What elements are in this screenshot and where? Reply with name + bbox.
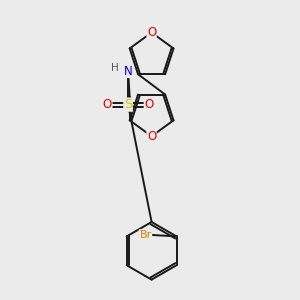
Text: O: O — [147, 26, 156, 39]
Text: N: N — [124, 64, 133, 77]
Text: H: H — [111, 64, 119, 74]
Text: Br: Br — [140, 230, 152, 240]
Text: O: O — [147, 130, 156, 143]
Text: O: O — [144, 98, 154, 111]
Text: O: O — [103, 98, 112, 111]
Text: S: S — [124, 98, 132, 111]
